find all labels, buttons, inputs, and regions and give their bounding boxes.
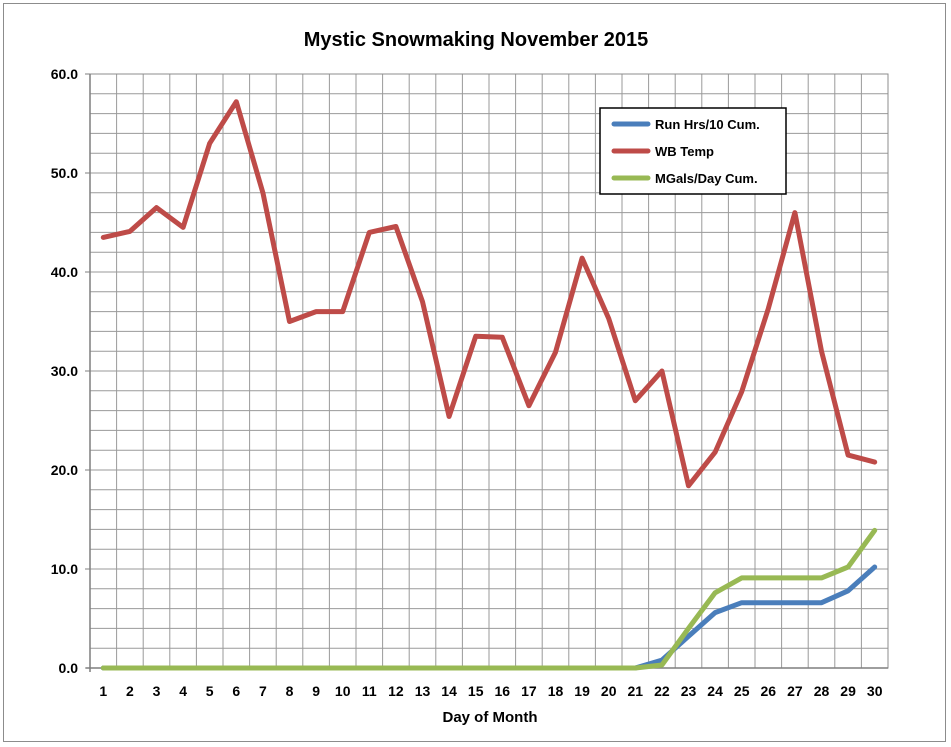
y-tick-label: 20.0 [51, 462, 78, 478]
x-tick-label: 19 [574, 683, 590, 699]
x-tick-label: 10 [335, 683, 351, 699]
x-tick-label: 24 [707, 683, 723, 699]
x-axis-label: Day of Month [443, 709, 538, 726]
chart-svg: Mystic Snowmaking November 2015 0.0 10.0 2… [51, 29, 889, 726]
x-tick-label: 23 [681, 683, 697, 699]
x-tick-label: 28 [814, 683, 830, 699]
x-tick-label: 18 [548, 683, 564, 699]
grid [89, 73, 889, 669]
series-line [100, 99, 878, 489]
legend: Run Hrs/10 Cum. WB Temp MGals/Day Cum. [599, 107, 787, 195]
y-tick-label: 0.0 [59, 660, 79, 676]
x-tick-label: 22 [654, 683, 670, 699]
x-tick-label: 7 [259, 683, 267, 699]
y-tick-label: 40.0 [51, 264, 78, 280]
chart-title: Mystic Snowmaking November 2015 [304, 29, 649, 51]
x-tick-label: 17 [521, 683, 537, 699]
x-tick-label: 12 [388, 683, 404, 699]
x-tick-label: 5 [206, 683, 214, 699]
x-tick-label: 16 [495, 683, 511, 699]
legend-entry: MGals/Day Cum. [655, 171, 758, 186]
x-tick-labels: 1 2 3 4 5 6 7 8 9 10 11 12 13 14 15 16 17 18 19 20 21 22 23 24 2… [99, 683, 882, 699]
x-tick-label: 13 [415, 683, 431, 699]
y-tick-label: 30.0 [51, 363, 78, 379]
x-tick-label: 15 [468, 683, 484, 699]
x-tick-label: 20 [601, 683, 617, 699]
x-tick-label: 30 [867, 683, 883, 699]
x-tick-label: 2 [126, 683, 134, 699]
chart-frame: Mystic Snowmaking November 2015 0.0 10.0 2… [3, 3, 946, 742]
x-tick-label: 4 [179, 683, 187, 699]
x-tick-label: 11 [362, 683, 377, 699]
series-line [100, 527, 878, 671]
x-tick-label: 26 [761, 683, 777, 699]
y-tick-label: 50.0 [51, 165, 78, 181]
x-tick-label: 21 [628, 683, 644, 699]
x-tick-label: 29 [840, 683, 856, 699]
x-tick-label: 25 [734, 683, 750, 699]
legend-entry: WB Temp [655, 144, 714, 159]
legend-entry: Run Hrs/10 Cum. [655, 117, 760, 132]
series-lines [100, 99, 878, 671]
x-tick-label: 6 [232, 683, 240, 699]
x-tick-label: 3 [153, 683, 161, 699]
x-tick-label: 1 [99, 683, 107, 699]
x-tick-label: 8 [286, 683, 294, 699]
y-tick-label: 60.0 [51, 66, 78, 82]
y-tick-labels: 0.0 10.0 20.0 30.0 40.0 50.0 60.0 [51, 66, 78, 676]
x-tick-label: 9 [312, 683, 320, 699]
y-tick-label: 10.0 [51, 561, 78, 577]
x-tick-label: 14 [441, 683, 457, 699]
x-tick-label: 27 [787, 683, 803, 699]
